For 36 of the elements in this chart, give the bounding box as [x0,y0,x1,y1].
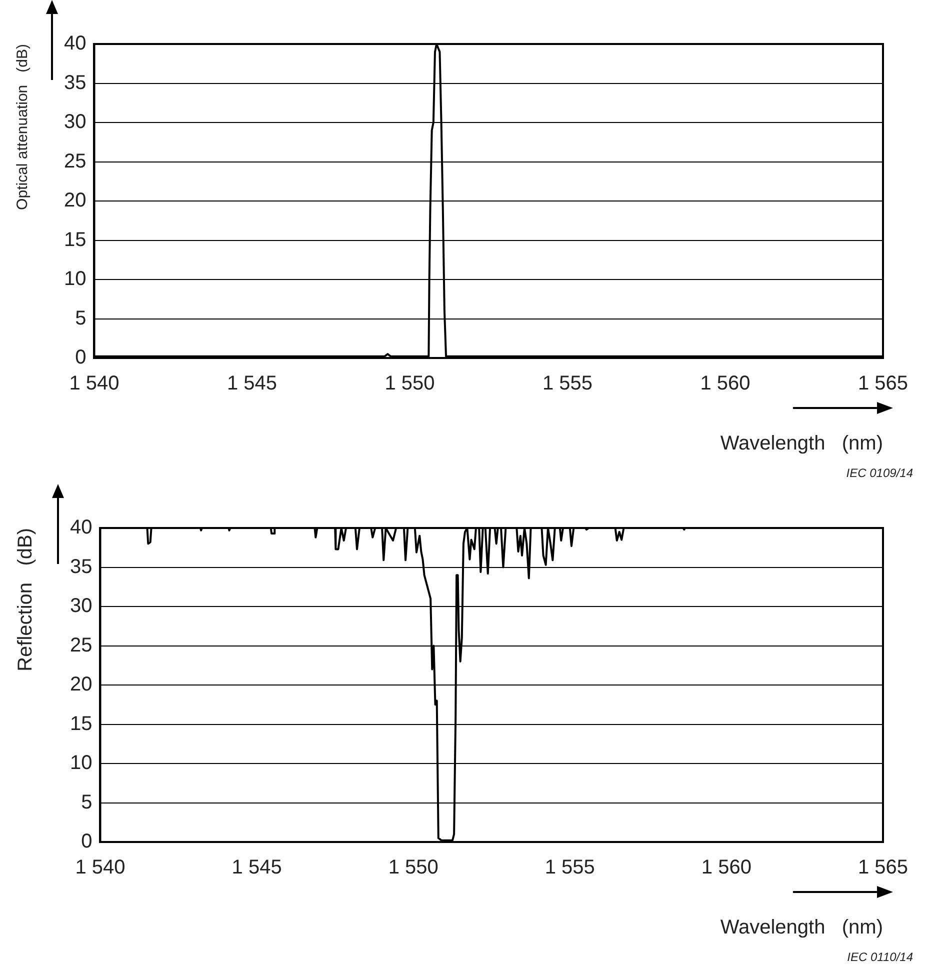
x-tick-label: 1 545 [226,372,278,395]
y-tick-label: 5 [75,307,86,330]
y-axis-title: Reflection (dB) [14,528,37,672]
y-tick-label: 0 [81,830,92,853]
y-tick-label: 5 [81,791,92,814]
y-tick-label: 40 [64,32,86,55]
x-tick-label: 1 545 [232,856,282,879]
y-tick-label: 35 [64,72,86,94]
y-tick-label: 20 [70,674,92,696]
x-tick-label: 1 540 [75,856,126,879]
y-tick-label: 30 [64,111,86,134]
y-tick-label: 35 [70,556,92,578]
x-tick-label: 1 565 [858,372,908,395]
y-tick-label: 40 [70,516,92,539]
x-tick-label: 1 540 [69,372,120,395]
x-tick-label: 1 555 [544,856,595,879]
x-axis-title: Wavelength (nm) [720,916,883,939]
y-tick-label: 25 [70,634,92,656]
y-tick-label: 10 [70,752,92,774]
y-tick-label: 15 [64,228,86,251]
x-tick-label: 1 550 [388,856,438,879]
y-tick-label: 25 [64,150,86,172]
y-tick-label: 10 [64,268,86,290]
y-axis-title: Optical attenuation (dB) [14,44,32,210]
x-tick-label: 1 550 [384,372,435,395]
x-axis-title: Wavelength (nm) [720,432,883,455]
x-tick-label: 1 565 [858,856,908,879]
x-tick-label: 1 555 [542,372,593,395]
y-tick-label: 20 [64,190,86,212]
text: IEC 0109/14 [846,466,913,480]
y-tick-label: 30 [70,595,92,618]
y-tick-label: 0 [75,346,86,369]
x-tick-label: 1 560 [701,856,752,879]
text: IEC 0110/14 [847,950,913,964]
x-tick-label: 1 560 [700,372,750,395]
y-tick-label: 15 [70,712,92,735]
